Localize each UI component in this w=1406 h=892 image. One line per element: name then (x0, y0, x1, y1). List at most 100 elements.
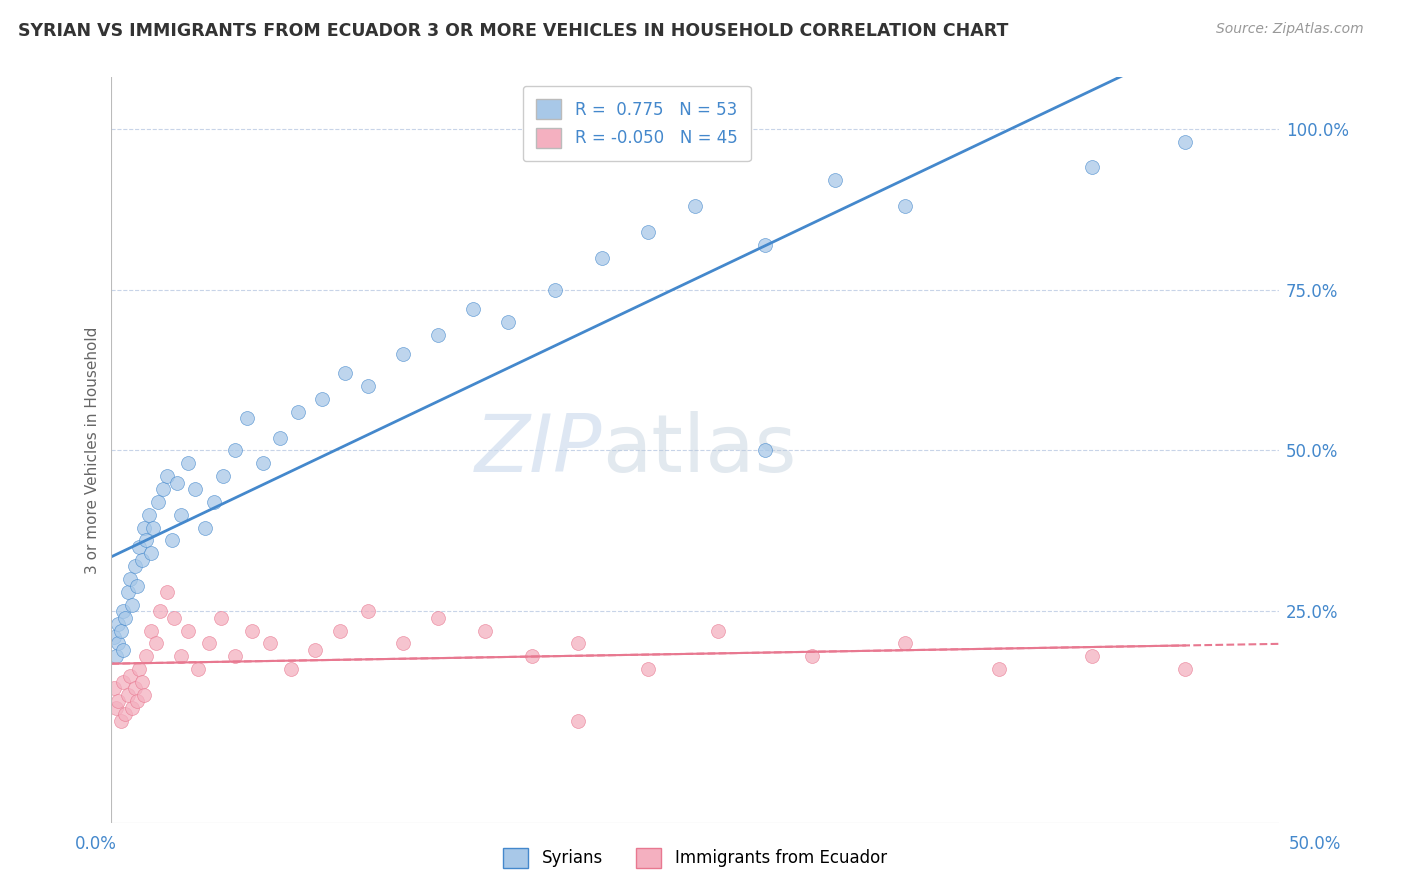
Point (107, 636, 129, 650)
Point (132, 521, 155, 535)
Point (103, 630, 125, 644)
Point (121, 700, 143, 714)
Point (105, 700, 128, 714)
Point (112, 604, 135, 618)
Point (637, 225, 659, 239)
Point (127, 694, 149, 708)
Y-axis label: 3 or more Vehicles in Household: 3 or more Vehicles in Household (86, 326, 100, 574)
Text: Source: ZipAtlas.com: Source: ZipAtlas.com (1216, 22, 1364, 37)
Point (142, 521, 165, 535)
Point (1081, 649, 1104, 664)
Point (105, 649, 128, 664)
Point (128, 540, 150, 554)
Point (138, 508, 160, 522)
Point (117, 585, 139, 599)
Point (110, 714, 132, 728)
Point (131, 553, 153, 567)
Point (107, 694, 129, 708)
Point (128, 662, 150, 676)
Point (177, 624, 200, 638)
Point (427, 327, 450, 342)
Point (754, 237, 776, 252)
Point (146, 495, 169, 509)
Point (187, 662, 209, 676)
Point (156, 585, 179, 599)
Point (1081, 161, 1104, 175)
Point (520, 649, 543, 664)
Point (112, 643, 135, 657)
Point (166, 475, 188, 490)
Point (194, 521, 217, 535)
Point (139, 546, 162, 560)
Point (132, 688, 155, 702)
Point (114, 610, 136, 624)
Point (269, 431, 291, 445)
Point (135, 649, 157, 664)
Point (152, 482, 174, 496)
Point (124, 681, 146, 696)
Text: 50.0%: 50.0% (1288, 835, 1341, 853)
Point (120, 572, 142, 586)
Point (198, 636, 221, 650)
Point (112, 675, 135, 690)
Point (202, 495, 225, 509)
Point (259, 636, 281, 650)
Point (637, 662, 659, 676)
Point (333, 366, 356, 380)
Point (252, 456, 274, 470)
Point (131, 675, 153, 690)
Point (114, 707, 136, 722)
Point (311, 392, 333, 406)
Point (280, 662, 302, 676)
Point (156, 469, 179, 483)
Point (304, 643, 326, 657)
Point (707, 624, 730, 638)
Point (287, 405, 309, 419)
Point (124, 559, 146, 574)
Point (591, 251, 613, 265)
Text: ZIP: ZIP (474, 411, 602, 490)
Point (800, 649, 823, 664)
Point (392, 636, 415, 650)
Point (357, 604, 380, 618)
Point (236, 411, 259, 425)
Text: 0.0%: 0.0% (75, 835, 117, 853)
Point (103, 681, 125, 696)
Point (1174, 662, 1197, 676)
Point (683, 199, 706, 213)
Point (240, 624, 263, 638)
Point (224, 649, 246, 664)
Point (987, 662, 1010, 676)
Point (824, 173, 846, 187)
Point (139, 624, 162, 638)
Point (212, 469, 235, 483)
Point (894, 636, 917, 650)
Point (357, 379, 380, 393)
Text: atlas: atlas (602, 411, 796, 490)
Legend: R =  0.775   N = 53, R = -0.050   N = 45: R = 0.775 N = 53, R = -0.050 N = 45 (523, 86, 751, 161)
Point (170, 649, 193, 664)
Point (145, 636, 167, 650)
Point (184, 482, 207, 496)
Point (1174, 135, 1197, 149)
Point (894, 199, 917, 213)
Point (427, 610, 450, 624)
Point (209, 610, 232, 624)
Point (392, 347, 415, 361)
Point (127, 578, 149, 592)
Point (463, 301, 485, 316)
Point (121, 598, 143, 612)
Point (135, 533, 157, 548)
Point (120, 668, 142, 682)
Text: SYRIAN VS IMMIGRANTS FROM ECUADOR 3 OR MORE VEHICLES IN HOUSEHOLD CORRELATION CH: SYRIAN VS IMMIGRANTS FROM ECUADOR 3 OR M… (18, 22, 1008, 40)
Point (177, 456, 200, 470)
Point (163, 610, 186, 624)
Point (160, 533, 183, 548)
Point (170, 508, 193, 522)
Point (567, 636, 589, 650)
Point (117, 688, 139, 702)
Point (107, 617, 129, 632)
Point (544, 283, 567, 297)
Point (329, 624, 352, 638)
Point (498, 315, 520, 329)
